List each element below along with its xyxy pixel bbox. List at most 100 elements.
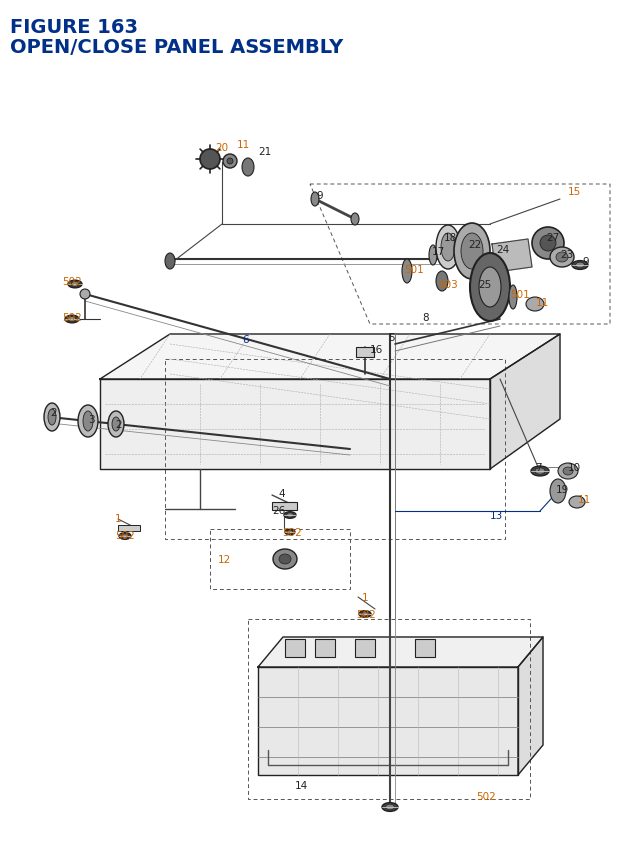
Ellipse shape [119, 533, 131, 540]
Ellipse shape [461, 233, 483, 269]
Text: 24: 24 [496, 245, 509, 255]
Ellipse shape [526, 298, 544, 312]
Ellipse shape [563, 468, 573, 475]
Text: 8: 8 [422, 313, 429, 323]
Text: 21: 21 [258, 147, 271, 157]
Ellipse shape [558, 463, 578, 480]
Ellipse shape [71, 282, 79, 287]
Ellipse shape [80, 289, 90, 300]
Text: 25: 25 [478, 280, 492, 289]
Ellipse shape [285, 530, 295, 536]
Ellipse shape [532, 228, 564, 260]
Ellipse shape [441, 233, 455, 262]
Ellipse shape [242, 158, 254, 177]
Text: 9: 9 [582, 257, 589, 267]
Text: 14: 14 [295, 780, 308, 790]
Text: 501: 501 [404, 264, 424, 275]
Text: 18: 18 [444, 232, 457, 243]
Polygon shape [258, 637, 543, 667]
Text: 27: 27 [546, 232, 559, 243]
Ellipse shape [550, 248, 574, 268]
Ellipse shape [385, 804, 394, 810]
Ellipse shape [572, 261, 588, 270]
Polygon shape [100, 380, 490, 469]
Text: 502: 502 [115, 530, 135, 541]
Ellipse shape [112, 418, 120, 431]
Text: 17: 17 [432, 247, 445, 257]
Polygon shape [492, 239, 532, 273]
Text: 503: 503 [438, 280, 458, 289]
Ellipse shape [48, 410, 56, 425]
Text: 12: 12 [218, 554, 231, 564]
Text: 3: 3 [88, 414, 95, 424]
Ellipse shape [362, 612, 368, 616]
Ellipse shape [351, 214, 359, 226]
Text: 502: 502 [62, 313, 82, 323]
Text: 6: 6 [242, 335, 248, 344]
Ellipse shape [535, 468, 545, 474]
Ellipse shape [122, 535, 128, 538]
Bar [356, 348, 374, 357]
Text: 502: 502 [282, 528, 301, 537]
Ellipse shape [429, 245, 437, 266]
Text: 1: 1 [362, 592, 369, 603]
Text: 19: 19 [556, 485, 569, 494]
Text: OPEN/CLOSE PANEL ASSEMBLY: OPEN/CLOSE PANEL ASSEMBLY [10, 38, 343, 57]
Text: 5: 5 [388, 332, 395, 343]
Text: 23: 23 [560, 250, 573, 260]
Bar [355, 639, 375, 657]
Ellipse shape [287, 513, 293, 517]
Ellipse shape [509, 286, 517, 310]
Ellipse shape [531, 467, 549, 476]
Text: FIGURE 163: FIGURE 163 [10, 18, 138, 37]
Text: 11: 11 [536, 298, 549, 307]
Ellipse shape [575, 263, 584, 269]
Ellipse shape [436, 226, 460, 269]
Text: 502: 502 [62, 276, 82, 287]
Text: 502: 502 [356, 610, 376, 619]
Polygon shape [100, 335, 560, 380]
Polygon shape [490, 335, 560, 469]
Ellipse shape [83, 412, 93, 431]
Text: 501: 501 [510, 289, 530, 300]
Text: 15: 15 [568, 187, 581, 197]
Ellipse shape [200, 150, 220, 170]
Ellipse shape [436, 272, 448, 292]
Text: 16: 16 [370, 344, 383, 355]
Ellipse shape [550, 480, 566, 504]
Text: 2: 2 [50, 407, 56, 418]
Ellipse shape [223, 155, 237, 169]
Polygon shape [518, 637, 543, 775]
Text: 10: 10 [568, 462, 581, 473]
Ellipse shape [227, 158, 233, 164]
Ellipse shape [65, 316, 79, 324]
Ellipse shape [68, 281, 82, 288]
Text: 26: 26 [272, 505, 285, 516]
Ellipse shape [279, 554, 291, 564]
Ellipse shape [569, 497, 585, 508]
Ellipse shape [540, 236, 556, 251]
Text: 2: 2 [115, 419, 122, 430]
Bar [272, 503, 297, 511]
Ellipse shape [68, 317, 76, 322]
Ellipse shape [479, 268, 501, 307]
Ellipse shape [311, 193, 319, 207]
Ellipse shape [359, 611, 371, 617]
Text: 11: 11 [237, 139, 250, 150]
Text: 22: 22 [468, 239, 481, 250]
Text: 7: 7 [535, 462, 541, 473]
Ellipse shape [78, 406, 98, 437]
Bar [258, 667, 518, 775]
Bar [118, 525, 140, 531]
Text: 502: 502 [476, 791, 496, 801]
Ellipse shape [287, 530, 292, 534]
Bar [415, 639, 435, 657]
Text: 4: 4 [278, 488, 285, 499]
Ellipse shape [284, 512, 296, 518]
Ellipse shape [108, 412, 124, 437]
Text: 9: 9 [316, 191, 323, 201]
Text: 20: 20 [215, 143, 228, 152]
Ellipse shape [454, 224, 490, 280]
Ellipse shape [165, 254, 175, 269]
Bar [315, 639, 335, 657]
